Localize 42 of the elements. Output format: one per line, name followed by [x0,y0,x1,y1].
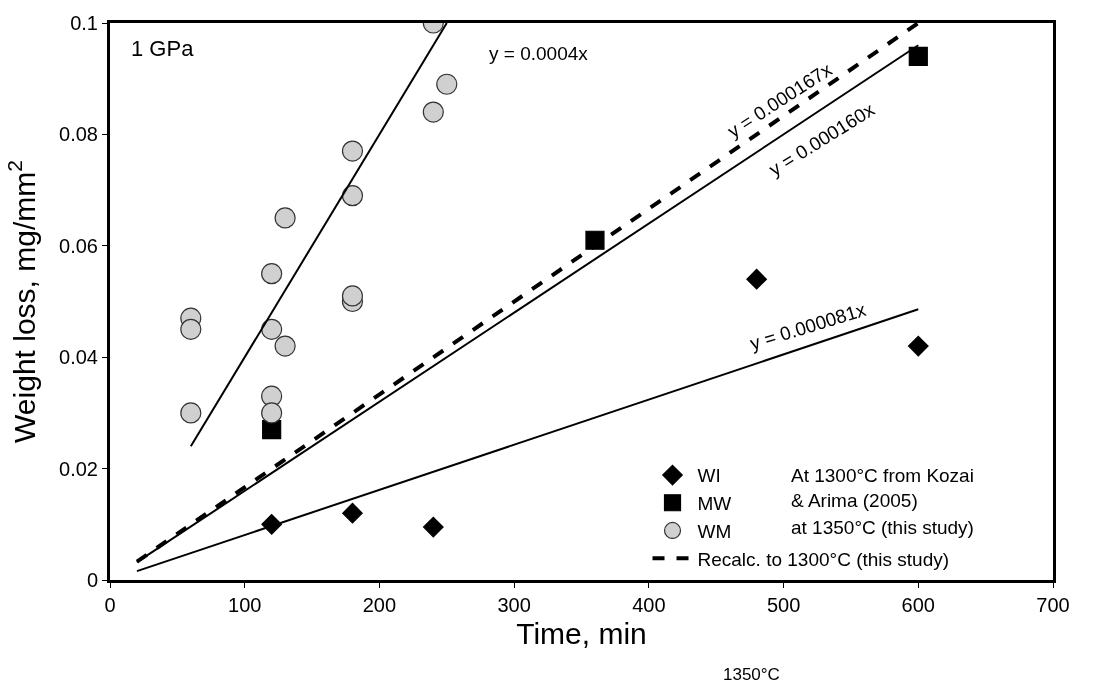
point [422,516,444,538]
point [341,185,364,207]
y-tick-label: 0.04 [59,346,98,369]
x-tick-label: 500 [766,594,801,616]
annotation: At 1300°C from Kozai & Arima (2005) [791,465,974,511]
point [261,263,283,285]
point [274,335,296,357]
x-tick-label: 200 [362,594,397,616]
point [907,335,929,357]
x-tick-label: 400 [632,594,666,616]
x-tick-label: 100 [228,594,262,616]
x-tick-label: 600 [901,594,935,616]
x-tick-label: 300 [497,594,531,616]
point [261,402,283,424]
point [342,502,363,524]
point [585,230,605,250]
text: 1350°C [723,665,780,684]
y-tick-label: 0.06 [59,234,98,257]
annotation: at 1350°C (this study) [791,517,974,538]
point [261,318,283,340]
x-tick-label: 700 [1036,594,1070,616]
legend-label: Recalc. to 1300°C (this study) [697,548,950,570]
point [746,268,767,290]
legend-label: MW [697,493,732,515]
y-tick-label: 0.02 [59,457,98,480]
point [422,101,444,123]
point [180,318,202,340]
y-tick-label: 0 [86,569,98,591]
point [436,73,458,95]
x-axis-title: Time, min [516,616,647,650]
y-tick-label: 0.1 [70,12,98,34]
x-tick-label: 0 [104,594,116,616]
legend-label: WM [697,520,732,542]
annotation: y = 0.0004x [489,43,589,64]
point [180,402,202,424]
point [341,285,364,307]
annotation: 1 GPa [131,36,195,61]
y-tick-label: 0.08 [59,123,98,146]
point [341,140,364,162]
point [274,207,296,229]
point [908,46,928,67]
legend-label: WI [697,465,721,487]
